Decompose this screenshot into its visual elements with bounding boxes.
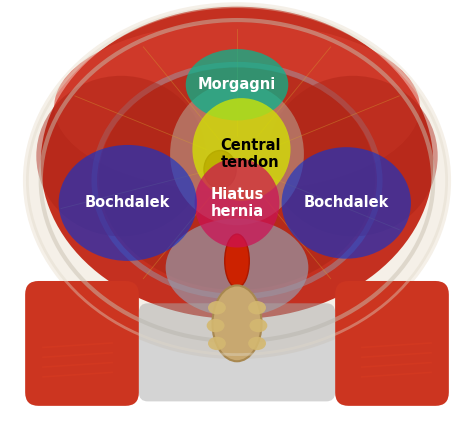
Ellipse shape — [282, 147, 411, 259]
Ellipse shape — [207, 319, 225, 332]
FancyBboxPatch shape — [25, 281, 139, 406]
Ellipse shape — [186, 49, 288, 120]
Ellipse shape — [99, 67, 375, 290]
Ellipse shape — [249, 319, 267, 332]
Ellipse shape — [36, 76, 206, 236]
Text: Morgagni: Morgagni — [198, 77, 276, 92]
FancyBboxPatch shape — [139, 303, 335, 401]
Ellipse shape — [204, 151, 236, 188]
Ellipse shape — [248, 337, 266, 350]
Text: Central
tendon: Central tendon — [220, 138, 281, 170]
Ellipse shape — [165, 219, 309, 317]
Text: Hiatus
hernia: Hiatus hernia — [210, 187, 264, 219]
Text: Bochdalek: Bochdalek — [303, 195, 389, 211]
Ellipse shape — [268, 76, 438, 236]
Text: Bochdalek: Bochdalek — [85, 195, 171, 211]
Ellipse shape — [54, 22, 420, 192]
Ellipse shape — [248, 301, 266, 314]
Ellipse shape — [225, 234, 249, 288]
Ellipse shape — [59, 145, 197, 261]
Ellipse shape — [208, 301, 226, 314]
FancyBboxPatch shape — [335, 281, 449, 406]
Ellipse shape — [41, 7, 433, 319]
Ellipse shape — [192, 98, 291, 201]
Ellipse shape — [23, 2, 451, 359]
Ellipse shape — [195, 158, 279, 248]
Ellipse shape — [208, 337, 226, 350]
Ellipse shape — [170, 83, 304, 225]
Ellipse shape — [212, 285, 262, 361]
